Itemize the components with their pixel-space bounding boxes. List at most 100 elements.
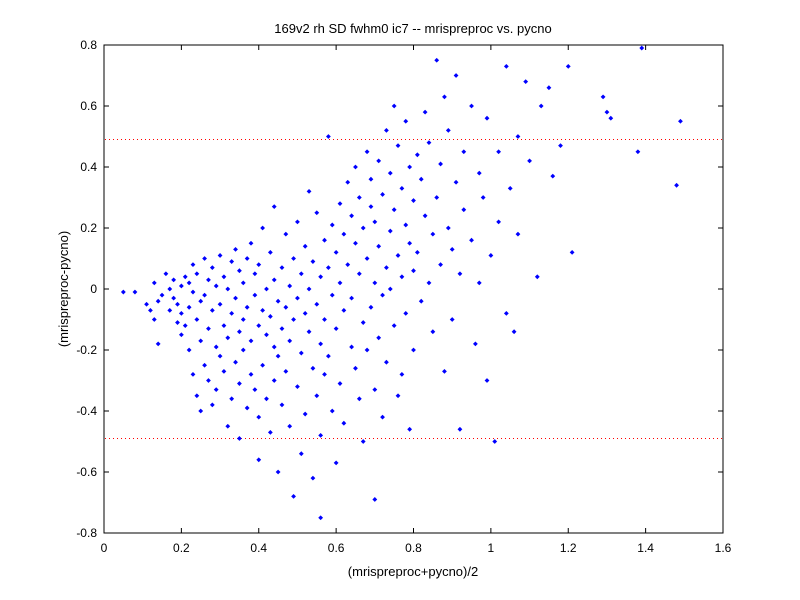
- y-tick-label: 0.6: [80, 99, 97, 113]
- data-point: [318, 274, 324, 280]
- data-point: [225, 286, 231, 292]
- data-point: [132, 289, 138, 295]
- x-tick-label: 0.2: [173, 541, 190, 555]
- data-point: [376, 243, 382, 249]
- data-point: [503, 311, 509, 316]
- data-point: [151, 317, 157, 322]
- data-point: [434, 195, 440, 200]
- data-point: [380, 292, 385, 298]
- data-point: [322, 317, 327, 322]
- data-point: [244, 405, 250, 411]
- data-point: [503, 63, 509, 69]
- data-point: [565, 63, 571, 69]
- data-point: [248, 372, 254, 377]
- data-point: [608, 115, 614, 121]
- data-point: [314, 393, 320, 399]
- data-point: [194, 271, 200, 277]
- data-point: [148, 307, 153, 313]
- data-point: [364, 149, 370, 155]
- data-point: [507, 185, 513, 191]
- data-point: [182, 274, 188, 280]
- data-point: [484, 115, 490, 121]
- data-point: [198, 338, 204, 344]
- data-point: [438, 161, 443, 167]
- data-point: [182, 323, 188, 328]
- data-point: [329, 292, 335, 298]
- y-tick-label: 0: [90, 282, 97, 296]
- data-point: [213, 387, 219, 393]
- data-point: [267, 314, 273, 319]
- data-point: [198, 298, 204, 304]
- data-point: [387, 286, 393, 292]
- data-point: [523, 79, 529, 84]
- data-point: [399, 185, 405, 191]
- data-points: [120, 45, 683, 521]
- data-point: [237, 381, 242, 386]
- x-tick-labels: 0 0.2 0.4 0.6 0.8 1 1.2 1.4 1.6: [101, 541, 732, 555]
- data-point: [461, 207, 467, 213]
- data-point: [445, 225, 451, 231]
- data-point: [473, 341, 478, 347]
- data-point: [333, 326, 339, 332]
- data-point: [264, 396, 269, 402]
- data-point: [178, 332, 184, 338]
- data-point: [163, 271, 169, 277]
- x-tick-label: 0.4: [250, 541, 267, 555]
- data-point: [360, 225, 366, 231]
- data-point: [186, 280, 192, 286]
- data-point: [515, 231, 521, 237]
- data-point: [368, 204, 374, 210]
- data-point: [550, 173, 556, 179]
- data-point: [399, 372, 405, 377]
- data-point: [244, 256, 250, 261]
- data-point: [403, 118, 409, 124]
- data-point: [430, 231, 436, 237]
- data-point: [264, 286, 269, 292]
- data-point: [395, 253, 401, 258]
- data-point: [318, 433, 324, 438]
- data-point: [202, 362, 207, 368]
- data-point: [302, 311, 308, 316]
- data-point: [345, 262, 351, 267]
- data-point: [271, 378, 277, 383]
- data-point: [438, 262, 443, 267]
- data-point: [322, 237, 327, 243]
- data-point: [635, 149, 641, 155]
- data-point: [275, 353, 281, 359]
- data-point: [209, 307, 215, 313]
- data-point: [364, 347, 370, 353]
- data-point: [384, 128, 389, 133]
- data-point: [325, 353, 331, 359]
- data-point: [256, 262, 262, 267]
- data-point: [469, 103, 474, 109]
- data-point: [372, 387, 378, 393]
- data-point: [260, 362, 266, 368]
- data-point: [159, 292, 165, 298]
- data-point: [271, 344, 277, 350]
- data-point: [178, 311, 184, 316]
- data-point: [155, 298, 161, 304]
- data-point: [329, 222, 335, 228]
- data-point: [484, 378, 490, 383]
- data-point: [349, 295, 354, 301]
- data-point: [368, 304, 374, 310]
- data-point: [534, 274, 540, 280]
- data-point: [291, 317, 296, 322]
- data-point: [229, 259, 235, 264]
- data-point: [252, 387, 258, 393]
- data-point: [202, 292, 207, 298]
- y-tick-label: -0.4: [76, 404, 97, 418]
- data-point: [295, 384, 300, 389]
- data-point: [407, 164, 413, 170]
- data-point: [426, 140, 432, 145]
- data-point: [496, 149, 502, 155]
- data-point: [213, 344, 219, 350]
- data-point: [380, 414, 385, 420]
- data-point: [337, 280, 343, 286]
- y-tick-label: -0.6: [76, 465, 97, 479]
- data-point: [372, 280, 378, 286]
- data-point: [275, 469, 281, 475]
- data-point: [411, 198, 416, 203]
- data-point: [453, 179, 459, 185]
